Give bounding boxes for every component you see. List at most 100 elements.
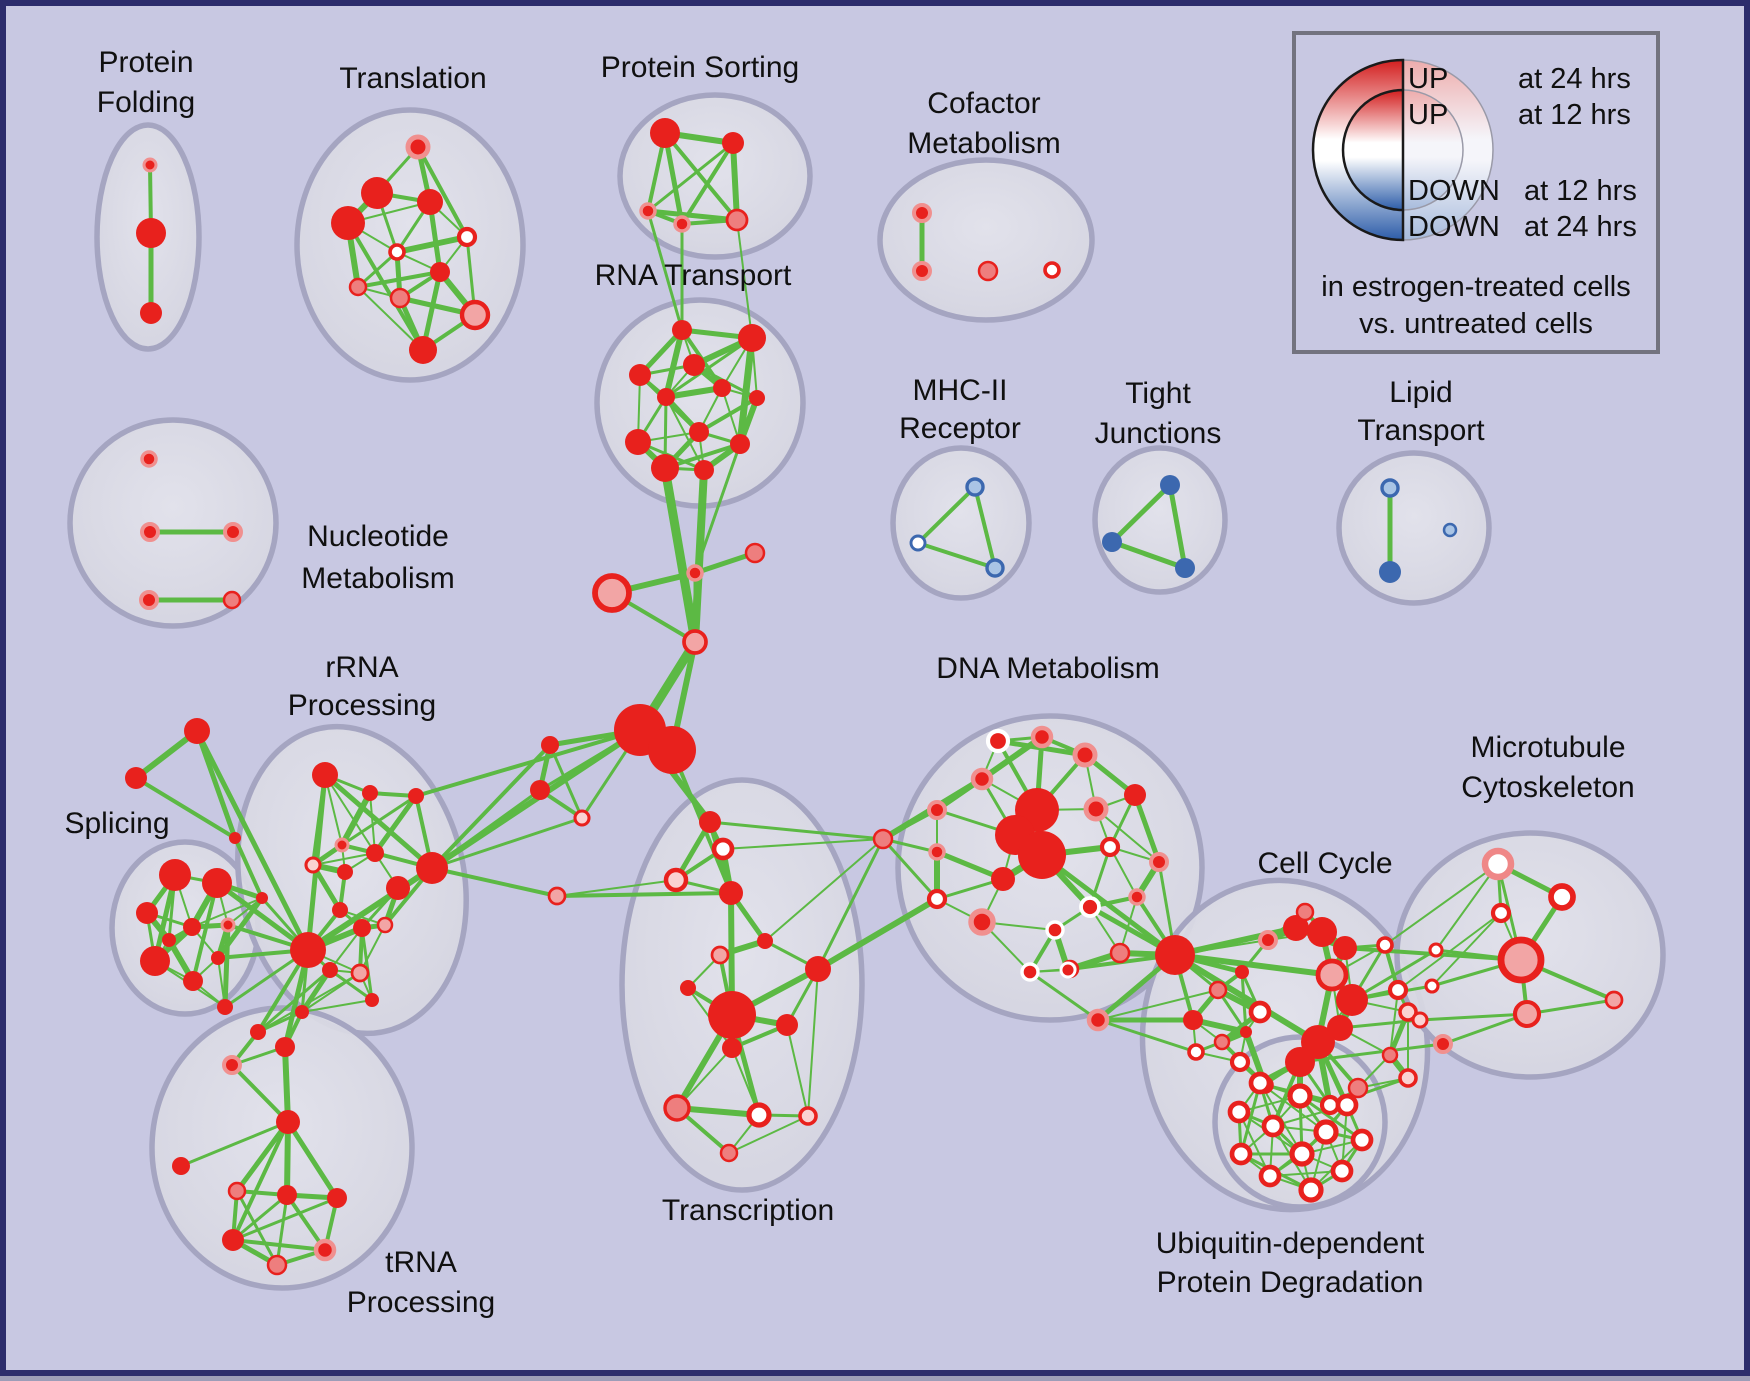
- node-microtubule-6: [1428, 942, 1444, 958]
- node-rna_transport-5: [657, 388, 675, 406]
- node-transcription-9: [776, 1014, 798, 1036]
- cluster-splicing-label-line1: Splicing: [64, 807, 169, 840]
- node-translation-0: [405, 134, 431, 160]
- node-nucleotide-2: [223, 522, 243, 542]
- node-dna-22: [1020, 962, 1040, 982]
- node-translation-7: [348, 277, 368, 297]
- legend-caption-line1: in estrogen-treated cells: [1321, 271, 1631, 303]
- node-transcription-12: [746, 1102, 772, 1128]
- node-microtubule-4: [1512, 999, 1542, 1029]
- network-edge: [663, 385, 725, 400]
- node-cellcycle-2: [1235, 965, 1249, 979]
- network-edge: [674, 1105, 762, 1118]
- node-translation-10: [409, 336, 437, 364]
- node-rrna-12: [376, 916, 394, 934]
- node-cofactor-0: [912, 203, 932, 223]
- node-trna-9: [266, 1254, 288, 1276]
- node-cellcycle-0: [1155, 935, 1195, 975]
- network-edge: [230, 1063, 290, 1124]
- network-edge: [807, 968, 819, 1117]
- node-dna-3: [970, 767, 994, 791]
- network-edge: [285, 1119, 340, 1201]
- node-rrna-15: [365, 993, 379, 1007]
- network-edge: [339, 790, 373, 848]
- network-edge: [231, 1120, 290, 1242]
- cluster-protein_sorting-region: [617, 92, 813, 260]
- network-edge: [645, 208, 740, 223]
- node-translation-3: [331, 206, 365, 240]
- network-edge: [1269, 1170, 1343, 1177]
- node-ubiquitin-5: [1313, 1119, 1339, 1145]
- network-edge: [1350, 948, 1438, 1002]
- node-cellcycle-5: [1240, 1026, 1252, 1038]
- node-rna_transport-3: [683, 354, 705, 376]
- node-cellcycle-16: [1285, 1047, 1315, 1077]
- node-microtubule-8: [1411, 1011, 1429, 1029]
- network-edge: [311, 773, 327, 867]
- cluster-protein_folding-label-line1: Protein: [98, 46, 193, 79]
- network-edge: [235, 1189, 279, 1267]
- cluster-ubiquitin-label-line1: Ubiquitin-dependent: [1156, 1227, 1425, 1260]
- node-ubiquitin-4: [1261, 1114, 1285, 1138]
- network-edge: [728, 1115, 809, 1154]
- network-edge: [1039, 852, 1178, 958]
- node-cellcycle-13: [1336, 984, 1368, 1016]
- network-edge: [722, 838, 884, 850]
- node-cellcycle-9: [1283, 915, 1309, 941]
- legend: UP at 24 hrs UP at 12 hrs DOWN at 12 hrs DOWN a…: [1292, 31, 1660, 354]
- node-chain-3: [682, 629, 708, 655]
- network-edge: [973, 485, 997, 570]
- node-cofactor-2: [977, 260, 999, 282]
- node-transcription-13: [798, 1106, 818, 1126]
- node-nucleotide-4: [222, 590, 242, 610]
- node-rna_transport-7: [625, 429, 651, 455]
- node-tight-2: [1175, 558, 1195, 578]
- node-protein_sorting-1: [722, 132, 744, 154]
- node-microtubule-7: [1424, 978, 1440, 994]
- node-rrna-5: [337, 864, 353, 880]
- node-dna-18: [1079, 896, 1101, 918]
- cluster-trna-label-line1: tRNA: [385, 1246, 457, 1279]
- network-edge: [324, 774, 376, 854]
- legend-row-2-time: at 12 hrs: [1518, 99, 1631, 131]
- cluster-cofactor-region: [877, 157, 1095, 323]
- network-edge: [284, 1119, 291, 1198]
- network-edge: [134, 776, 237, 840]
- network-edge: [1525, 998, 1616, 1016]
- legend-box: [1292, 31, 1660, 354]
- node-lipid-1: [1379, 561, 1401, 583]
- node-ubiquitin-8: [1289, 1141, 1315, 1167]
- network-edge: [555, 891, 733, 898]
- network-nodes: [125, 118, 1624, 1276]
- network-edge: [1172, 952, 1335, 978]
- network-edge: [233, 836, 264, 900]
- node-tight-0: [1160, 475, 1180, 495]
- node-lipid-0: [1380, 478, 1400, 498]
- network-edge: [1298, 1094, 1364, 1142]
- node-transcription-6: [680, 980, 696, 996]
- node-ubiquitin-3: [1227, 1100, 1251, 1124]
- network-edge: [786, 1024, 809, 1117]
- node-trna-0: [275, 1037, 295, 1057]
- node-transcription-4: [757, 933, 773, 949]
- node-splicing-3: [183, 918, 201, 936]
- node-rna_transport-11: [694, 460, 714, 480]
- legend-wheel-inner-right-faded: [1402, 89, 1464, 211]
- node-chain-8: [573, 809, 591, 827]
- network-edge: [357, 286, 424, 351]
- node-cellcycle-18: [1387, 979, 1409, 1001]
- node-nucleotide-3: [139, 590, 159, 610]
- network-edge: [708, 820, 885, 841]
- network-edge: [257, 972, 361, 1033]
- node-translation-1: [361, 177, 393, 209]
- network-edge: [222, 922, 231, 1010]
- node-splicing-0: [159, 859, 191, 891]
- network-edge: [816, 837, 885, 971]
- network-edge: [692, 550, 758, 576]
- network-edge: [1172, 952, 1321, 1045]
- network-edge: [214, 880, 311, 953]
- node-ubiquitin-6: [1350, 1128, 1374, 1152]
- node-cellcycle-14: [1327, 1015, 1353, 1041]
- node-rna_transport-2: [629, 364, 651, 386]
- network-edge: [736, 219, 753, 339]
